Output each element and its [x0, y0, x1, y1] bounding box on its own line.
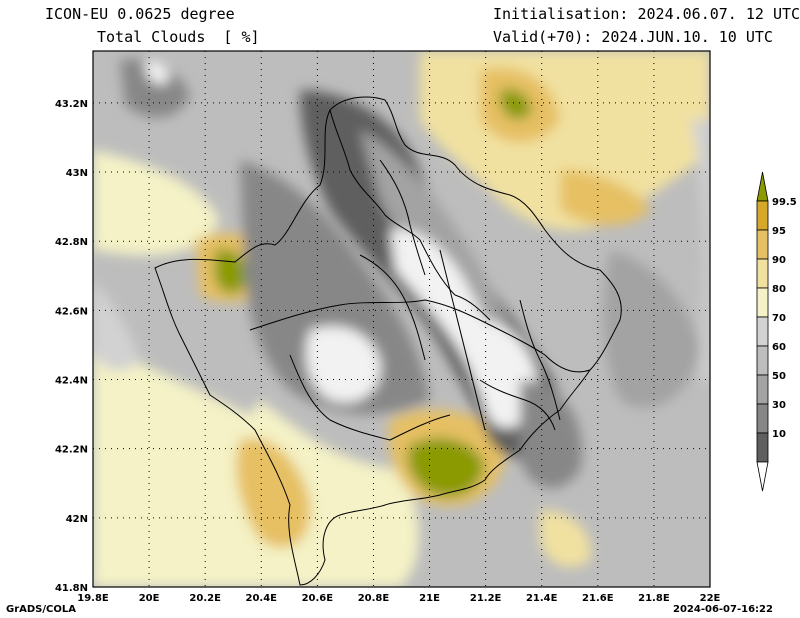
borders [154, 96, 622, 586]
legend-label: 30 [772, 400, 786, 411]
init-time: Initialisation: 2024.06.07. 12 UTC [493, 5, 800, 23]
lat-tick-label: 42.2N [55, 445, 88, 456]
region-border [439, 249, 486, 431]
legend-swatch [756, 345, 769, 376]
lon-tick-label: 20.2E [189, 593, 221, 604]
lat-tick-label: 42.8N [55, 237, 88, 248]
legend-min-triangle [756, 461, 769, 492]
footer-timestamp: 2024-06-07-16:22 [673, 604, 773, 615]
lat-tick-label: 42.6N [55, 306, 88, 317]
region-border [329, 109, 491, 321]
region-border [249, 299, 591, 373]
legend-label: 99.5 [772, 197, 797, 208]
longitude-labels: 19.8E 20E 20.2E 20.4E 20.6E 20.8E 21E 21.2E 21.4… [77, 593, 720, 604]
legend-swatch [756, 432, 769, 463]
lon-tick-label: 20.8E [358, 593, 390, 604]
lat-tick-label: 41.8N [55, 583, 88, 594]
legend-swatch [756, 200, 769, 231]
lon-tick-label: 22E [700, 593, 721, 604]
lon-tick-label: 21.2E [470, 593, 502, 604]
lon-tick-label: 21.8E [638, 593, 670, 604]
legend-label: 80 [772, 284, 786, 295]
region-border [519, 299, 561, 421]
legend-swatch [756, 403, 769, 434]
valid-time: Valid(+70): 2024.JUN.10. 10 UTC [493, 28, 773, 46]
footer-credit: GrADS/COLA [6, 604, 76, 615]
color-legend: 99.5 95 90 80 70 60 50 30 10 [756, 171, 797, 492]
legend-swatch [756, 287, 769, 318]
cloud-cover-field [93, 51, 710, 587]
legend-swatch [756, 258, 769, 289]
region-border [379, 159, 426, 276]
legend-label: 50 [772, 371, 786, 382]
latitude-labels: 43.2N 43N 42.8N 42.6N 42.4N 42.2N 42N 41.8N [55, 99, 88, 594]
lat-tick-label: 42.4N [55, 376, 88, 387]
legend-swatch [756, 316, 769, 347]
lon-tick-label: 19.8E [77, 593, 109, 604]
lon-tick-label: 20.4E [246, 593, 278, 604]
region-border [289, 354, 451, 441]
lon-tick-label: 20.6E [302, 593, 334, 604]
legend-label: 70 [772, 313, 786, 324]
legend-label: 60 [772, 342, 786, 353]
legend-label: 90 [772, 255, 786, 266]
legend-label: 95 [772, 226, 786, 237]
lon-tick-label: 20E [139, 593, 160, 604]
field-title: Total Clouds [ %] [97, 28, 260, 46]
region-border [479, 379, 556, 431]
lon-tick-label: 21.6E [582, 593, 614, 604]
model-title: ICON-EU 0.0625 degree [45, 5, 235, 23]
lat-tick-label: 43N [66, 168, 88, 179]
grid-lines [93, 51, 710, 587]
lon-tick-label: 21.4E [526, 593, 558, 604]
lat-tick-label: 43.2N [55, 99, 88, 110]
legend-label: 10 [772, 429, 786, 440]
region-border [359, 254, 426, 361]
lon-tick-label: 21E [419, 593, 440, 604]
legend-swatch [756, 229, 769, 260]
plot-frame [92, 50, 711, 588]
legend-swatch [756, 374, 769, 405]
legend-max-triangle [756, 171, 769, 202]
lat-tick-label: 42N [66, 514, 88, 525]
